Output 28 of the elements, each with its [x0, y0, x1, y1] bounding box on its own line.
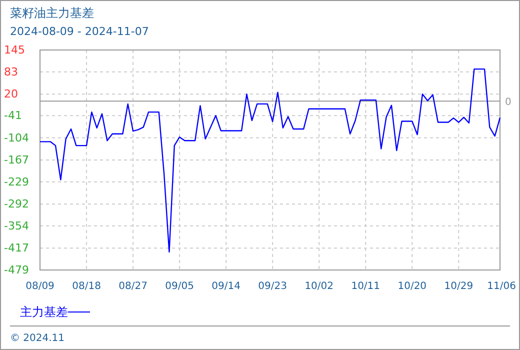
y-tick-label: -417: [4, 242, 29, 255]
line-series: [39, 68, 501, 253]
x-tick-label: 08/18: [72, 281, 101, 292]
y-tick-label: -167: [4, 154, 29, 167]
y-tick-label: -292: [4, 198, 29, 211]
x-tick-label: 10/20: [398, 281, 427, 292]
x-tick-label: 10/02: [304, 281, 334, 292]
y-tick-label: -479: [4, 264, 29, 277]
chart-title: 菜籽油主力基差: [10, 6, 94, 20]
x-tick-label: 11/06: [487, 281, 516, 292]
y-tick-label: 83: [4, 65, 18, 78]
y-tick-label: -41: [4, 109, 22, 122]
x-tick-label: 09/14: [212, 281, 240, 292]
x-tick-label: 10/11: [351, 281, 380, 292]
ref-line-label: 0: [505, 97, 512, 108]
text: © 2024.11: [10, 333, 65, 344]
x-tick-label: 08/09: [26, 281, 54, 292]
y-tick-label: -354: [4, 219, 29, 232]
x-tick-label: 09/23: [258, 281, 287, 292]
chart-subtitle: 2024-08-09 - 2024-11-07: [10, 25, 149, 38]
x-tick-label: 09/05: [165, 281, 194, 292]
x-tick-label: 08/27: [118, 281, 148, 292]
y-tick-label: 145: [4, 44, 25, 57]
y-tick-label: -229: [4, 175, 29, 188]
y-tick-label: 20: [4, 88, 18, 101]
y-tick-label: -104: [4, 131, 29, 144]
x-tick-label: 10/29: [444, 281, 474, 292]
legend-label: 主力基差: [20, 305, 68, 319]
